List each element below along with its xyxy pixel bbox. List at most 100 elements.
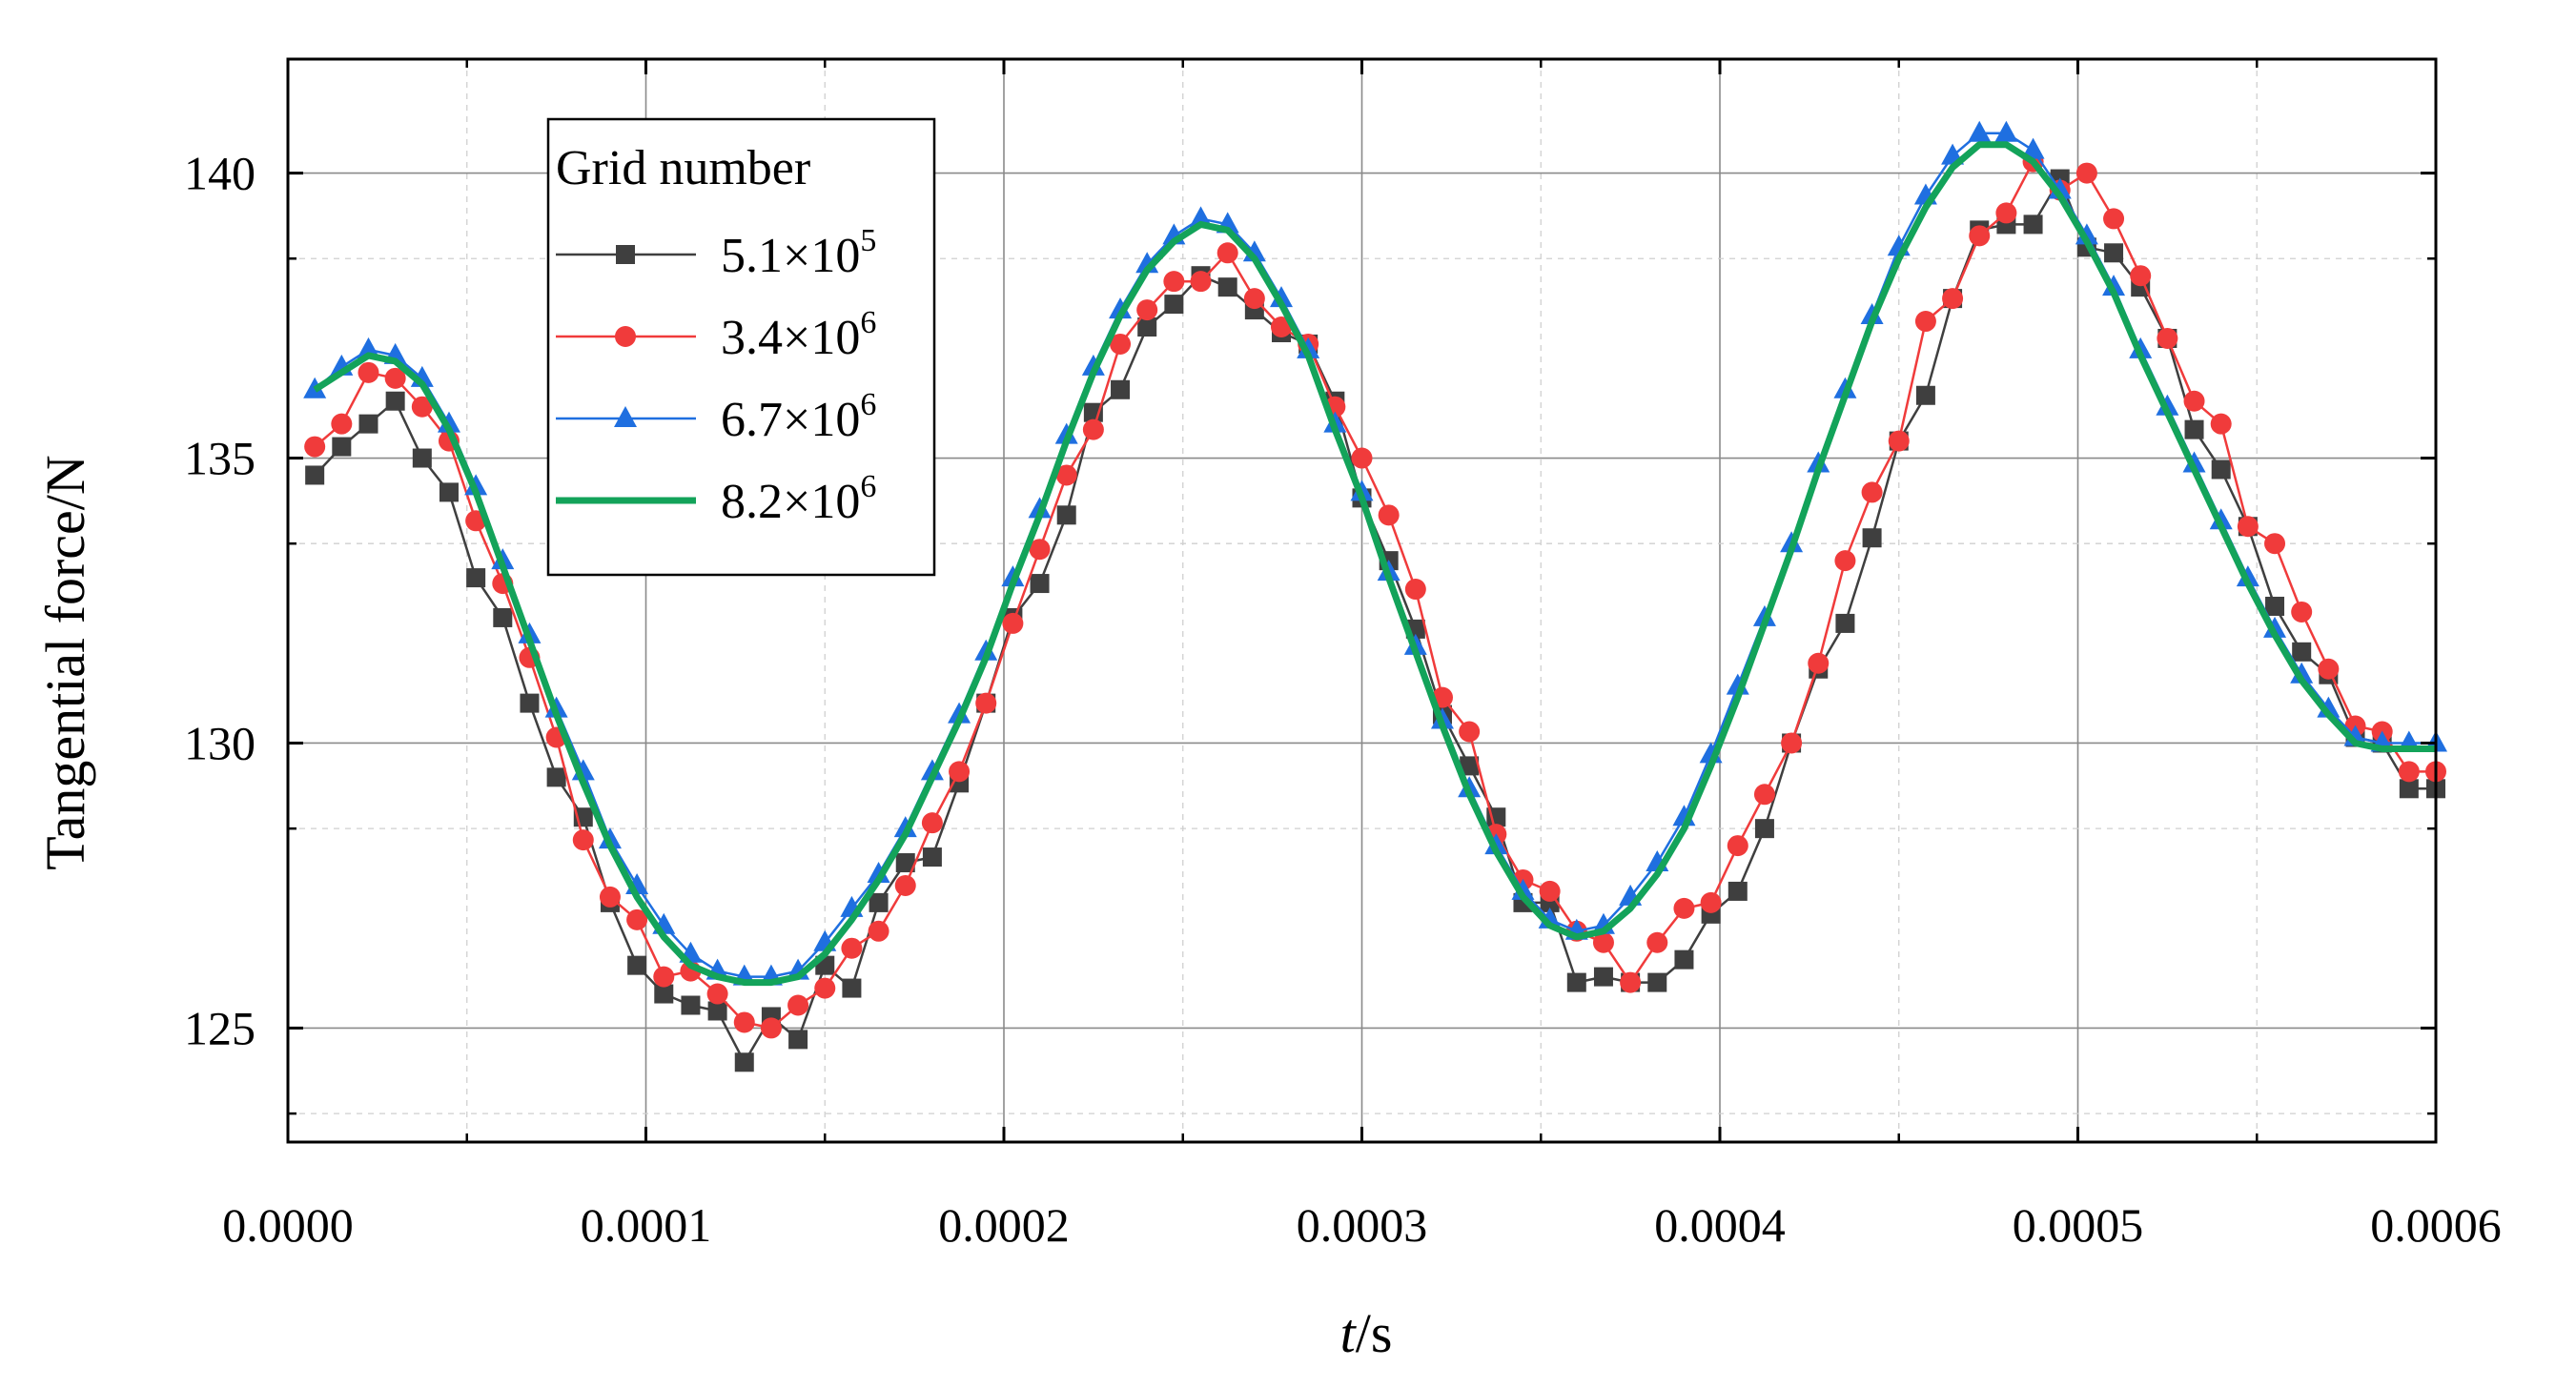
- data-point: [1566, 972, 1586, 992]
- data-point: [1243, 288, 1265, 310]
- data-point: [1674, 949, 1694, 970]
- data-point: [1216, 242, 1238, 264]
- data-point: [895, 853, 915, 873]
- data-point: [331, 413, 353, 435]
- data-point: [572, 829, 594, 851]
- legend-entries: 5.1×105 3.4×106 6.7×106 8.2×106: [556, 223, 876, 529]
- data-point: [1969, 225, 1991, 247]
- data-point: [1190, 271, 1212, 293]
- data-point: [1082, 418, 1104, 440]
- data-point: [2102, 275, 2126, 296]
- y-tick-label: 125: [184, 1001, 256, 1054]
- data-point: [358, 361, 379, 383]
- data-point: [1189, 206, 1213, 228]
- data-point: [2104, 243, 2124, 263]
- data-point: [787, 994, 809, 1016]
- data-point: [654, 984, 674, 1004]
- data-point: [1055, 464, 1077, 486]
- data-point: [1110, 333, 1132, 355]
- data-point: [1593, 967, 1613, 987]
- data-point: [1029, 539, 1051, 561]
- data-point: [1753, 784, 1775, 806]
- data-point: [304, 436, 326, 458]
- data-point: [1862, 528, 1882, 548]
- data-point: [2021, 137, 2045, 159]
- ticks: [286, 59, 2438, 1142]
- data-point: [734, 1052, 754, 1072]
- data-point: [1539, 880, 1561, 902]
- x-tick-label: 0.0000: [222, 1198, 354, 1252]
- data-point: [1270, 286, 1294, 308]
- data-point: [1834, 550, 1856, 572]
- data-point: [358, 414, 378, 434]
- data-point: [1056, 505, 1076, 525]
- data-point: [1700, 891, 1722, 913]
- data-point: [2184, 419, 2204, 439]
- data-point: [1136, 299, 1158, 321]
- data-point: [949, 761, 971, 783]
- data-point: [2157, 327, 2178, 349]
- data-point: [681, 995, 701, 1015]
- data-point: [1968, 120, 1992, 142]
- series-4: [313, 141, 2436, 987]
- data-point: [1592, 931, 1614, 953]
- data-point: [2023, 214, 2043, 235]
- x-tick-label: 0.0003: [1297, 1198, 1428, 1252]
- legend-entry: 5.1×105: [556, 223, 876, 283]
- data-point: [1915, 385, 1935, 405]
- y-tick-label: 135: [184, 432, 256, 485]
- data-point: [2263, 616, 2287, 638]
- legend: Grid number 5.1×105 3.4×106 6.7×106 8.2×106: [546, 117, 936, 577]
- data-point: [1217, 277, 1237, 297]
- data-point: [2075, 162, 2097, 184]
- data-point: [1111, 379, 1131, 399]
- data-point: [1163, 271, 1185, 293]
- data-point: [868, 920, 889, 942]
- data-point: [627, 955, 647, 975]
- data-point: [1835, 613, 1855, 633]
- data-point: [1378, 504, 1400, 526]
- data-point: [2183, 390, 2205, 412]
- data-point: [1137, 317, 1157, 337]
- data-point: [2237, 516, 2259, 538]
- data-point: [1030, 574, 1050, 594]
- data-point: [2292, 642, 2312, 662]
- data-point: [1914, 311, 1936, 333]
- data-point: [2075, 223, 2098, 245]
- x-tick-labels: 0.0000 0.0001 0.0002 0.0003 0.0004 0.0005 0.00…: [222, 1198, 2502, 1252]
- data-point: [2399, 779, 2419, 799]
- data-point: [1861, 481, 1883, 503]
- data-point: [1673, 897, 1695, 919]
- data-point: [2291, 601, 2313, 623]
- data-point: [1781, 732, 1803, 754]
- legend-entry: 6.7×106: [556, 387, 876, 447]
- data-point: [2318, 658, 2340, 680]
- data-point: [466, 568, 486, 588]
- data-point: [1511, 878, 1535, 900]
- data-point: [1109, 297, 1133, 319]
- data-point: [1271, 316, 1293, 338]
- data-point: [546, 767, 566, 787]
- legend-marker: [614, 406, 637, 427]
- data-point: [385, 391, 405, 411]
- data-point: [1459, 721, 1481, 743]
- data-point: [2130, 265, 2152, 287]
- series-2: [304, 151, 2446, 1039]
- x-tick-label: 0.0002: [938, 1198, 1070, 1252]
- data-point: [922, 847, 942, 868]
- data-point: [439, 482, 459, 502]
- data-point: [1646, 931, 1668, 953]
- x-axis-label: t/s: [1340, 1302, 1393, 1364]
- data-point: [841, 937, 863, 959]
- y-tick-label: 130: [184, 716, 256, 769]
- data-point: [2265, 596, 2285, 616]
- data-point: [1808, 652, 1830, 674]
- data-point: [894, 874, 916, 896]
- data-point: [1297, 337, 1320, 358]
- data-point: [2210, 413, 2232, 435]
- data-point: [357, 337, 380, 358]
- data-point: [493, 607, 513, 627]
- y-tick-labels: 125 130 135 140: [184, 147, 256, 1055]
- data-point: [1351, 447, 1373, 469]
- data-point: [2103, 208, 2125, 230]
